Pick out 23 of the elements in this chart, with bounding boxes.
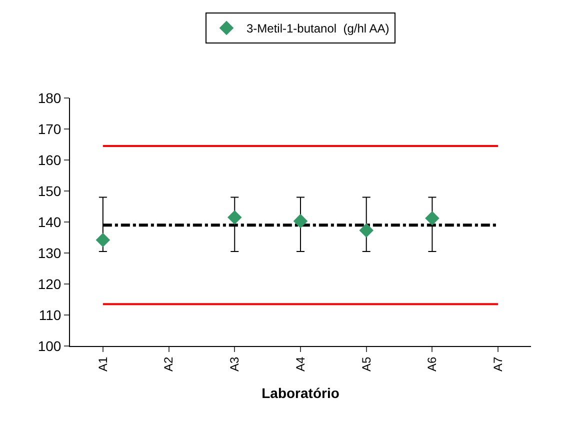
y-tick-label: 140 [38, 214, 62, 230]
y-tick-label: 130 [38, 244, 62, 261]
y-tick-label: 100 [38, 338, 62, 354]
point [293, 214, 308, 228]
point [96, 232, 110, 248]
point [359, 223, 374, 238]
point [227, 210, 242, 224]
x-tick-label: A4 [293, 356, 308, 372]
y-tick-label: 180 [38, 90, 62, 106]
x-tick-label: A3 [228, 356, 242, 372]
legend-label: 3-Metil-1-butanol (g/hl AA) [246, 22, 390, 36]
x-tick-label: A5 [359, 356, 374, 372]
x-tick-label: A1 [96, 356, 110, 372]
x-tick-label: A7 [490, 356, 505, 372]
x-tick-label: A2 [162, 356, 176, 372]
point [425, 211, 440, 226]
y-tick-label: 120 [38, 276, 62, 292]
x-tick-label: A6 [425, 356, 440, 372]
y-tick-label: 170 [38, 120, 62, 137]
y-tick-label: 150 [38, 182, 62, 199]
x-axis-title: Laboratório [262, 385, 340, 401]
y-tick-label: 160 [38, 152, 62, 168]
y-tick-label: 110 [38, 306, 62, 323]
